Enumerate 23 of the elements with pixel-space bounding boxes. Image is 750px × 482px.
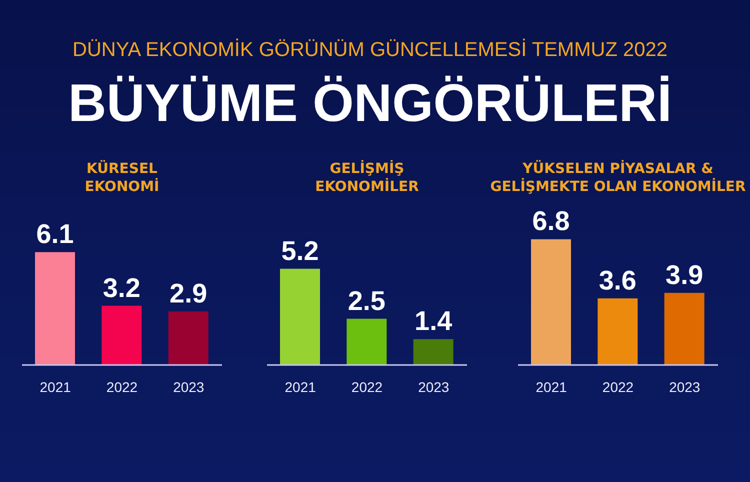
x-tick-label: 2023 xyxy=(669,378,700,395)
data-label: 5.2 xyxy=(281,236,319,266)
data-label: 6.8 xyxy=(532,206,570,236)
x-tick-label: 2021 xyxy=(284,378,316,395)
chart-title: GELİŞMİŞ EKONOMİLER xyxy=(314,160,420,196)
x-tick-label: 2021 xyxy=(536,378,568,395)
x-tick-label: 2023 xyxy=(173,378,204,395)
x-tick-label: 2022 xyxy=(351,378,383,395)
x-tick-label: 2022 xyxy=(602,378,634,395)
x-tick-label: 2023 xyxy=(418,378,450,395)
data-label: 3.9 xyxy=(666,260,704,290)
data-label: 6.1 xyxy=(36,219,74,250)
text: BÜYÜME ÖNGÖRÜLERİ xyxy=(67,74,673,134)
data-label: 3.2 xyxy=(102,272,140,303)
x-tick-label: 2021 xyxy=(40,378,72,395)
text: DÜNYA EKONOMİK GÖRÜNÜM GÜNCELLEMESİ TEMMUZ 2022 xyxy=(72,38,668,62)
data-label: 1.4 xyxy=(414,306,452,336)
x-tick-label: 2022 xyxy=(106,378,138,395)
data-label: 2.5 xyxy=(348,286,386,316)
chart-title: YÜKSELEN PİYASALAR & GELİŞMEKTE OLAN EKONOMİLER xyxy=(489,160,747,196)
data-label: 3.6 xyxy=(598,265,636,296)
data-label: 2.9 xyxy=(170,278,208,308)
chart-title: KÜRESEL EKONOMİ xyxy=(84,160,160,196)
